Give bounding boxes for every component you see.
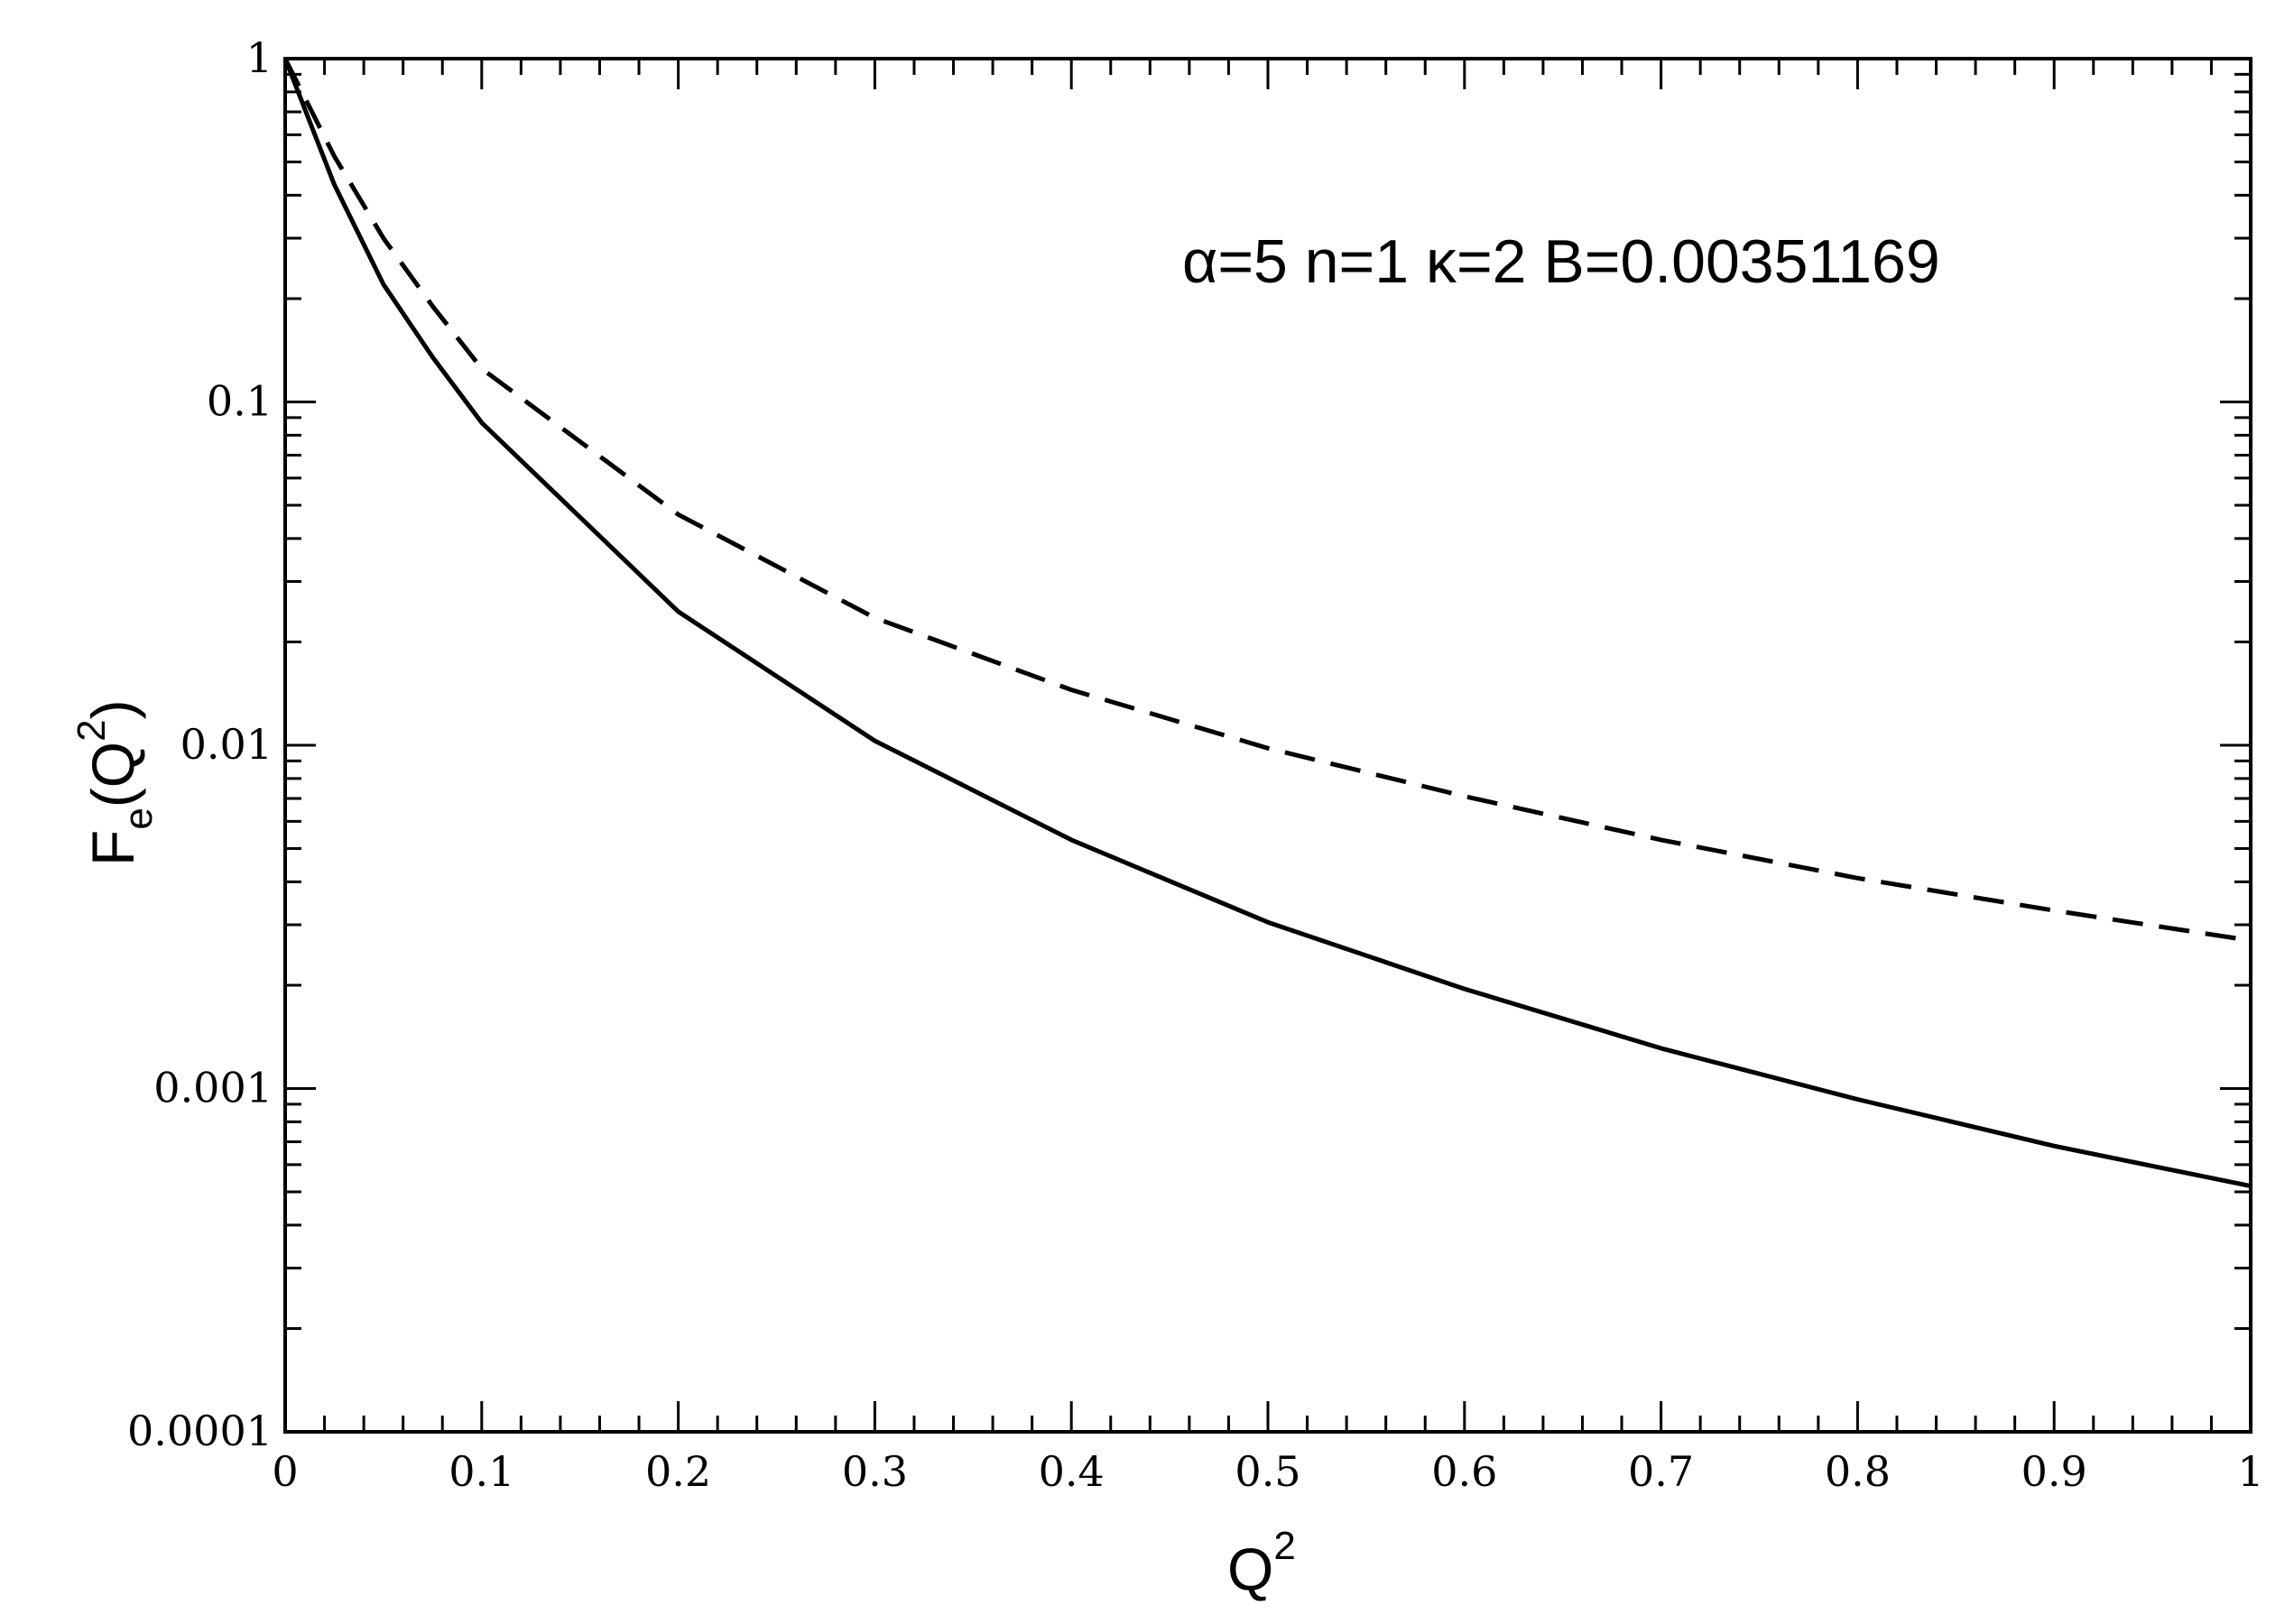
y-axis-title-open: (Q bbox=[79, 742, 146, 807]
y-tick-label: 0.0001 bbox=[127, 1407, 273, 1455]
x-tick-label: 0.4 bbox=[1039, 1447, 1105, 1496]
solid-series-line bbox=[282, 58, 2252, 1189]
x-tick-labels: 0 0.1 0.2 0.3 0.4 0.5 0.6 0.7 0.8 0.9 1 bbox=[272, 1447, 2263, 1496]
y-tick-labels: 0.0001 0.001 0.01 0.1 1 bbox=[127, 33, 273, 1455]
y-axis-title-sup: 2 bbox=[69, 719, 114, 741]
annotation-text: α=5 n=1 κ=2 B=0.00351169 bbox=[1182, 227, 1940, 296]
x-tick-label: 0 bbox=[272, 1447, 298, 1496]
plot-frame bbox=[283, 57, 2252, 1434]
x-tick-label: 0.7 bbox=[1628, 1447, 1694, 1496]
x-tick-label: 0.6 bbox=[1431, 1447, 1497, 1496]
x-axis-title-sup: 2 bbox=[1273, 1524, 1295, 1568]
y-axis-title-sub: e bbox=[116, 807, 161, 829]
y-tick-label: 0.001 bbox=[153, 1064, 273, 1112]
x-tick-label: 0.8 bbox=[1825, 1447, 1891, 1496]
x-tick-label: 0.1 bbox=[449, 1447, 514, 1496]
x-tick-label: 0.9 bbox=[2021, 1447, 2087, 1496]
y-axis-title-base: F bbox=[79, 830, 146, 866]
x-tick-label: 0.3 bbox=[842, 1447, 908, 1496]
y-axis-title: Fe(Q2) bbox=[69, 699, 161, 866]
y-tick-label: 0.1 bbox=[207, 377, 273, 426]
dashed-series-line bbox=[282, 57, 2252, 943]
x-axis-title-base: Q bbox=[1227, 1536, 1273, 1602]
y-tick-label: 1 bbox=[246, 33, 273, 82]
x-tick-label: 1 bbox=[2237, 1447, 2263, 1496]
x-tick-label: 0.2 bbox=[645, 1447, 711, 1496]
y-axis-title-close: ) bbox=[79, 699, 146, 719]
y-tick-label: 0.01 bbox=[180, 720, 273, 769]
x-tick-label: 0.5 bbox=[1235, 1447, 1300, 1496]
plot-lines bbox=[282, 57, 2252, 1189]
x-axis-title: Q2 bbox=[1227, 1524, 1296, 1602]
